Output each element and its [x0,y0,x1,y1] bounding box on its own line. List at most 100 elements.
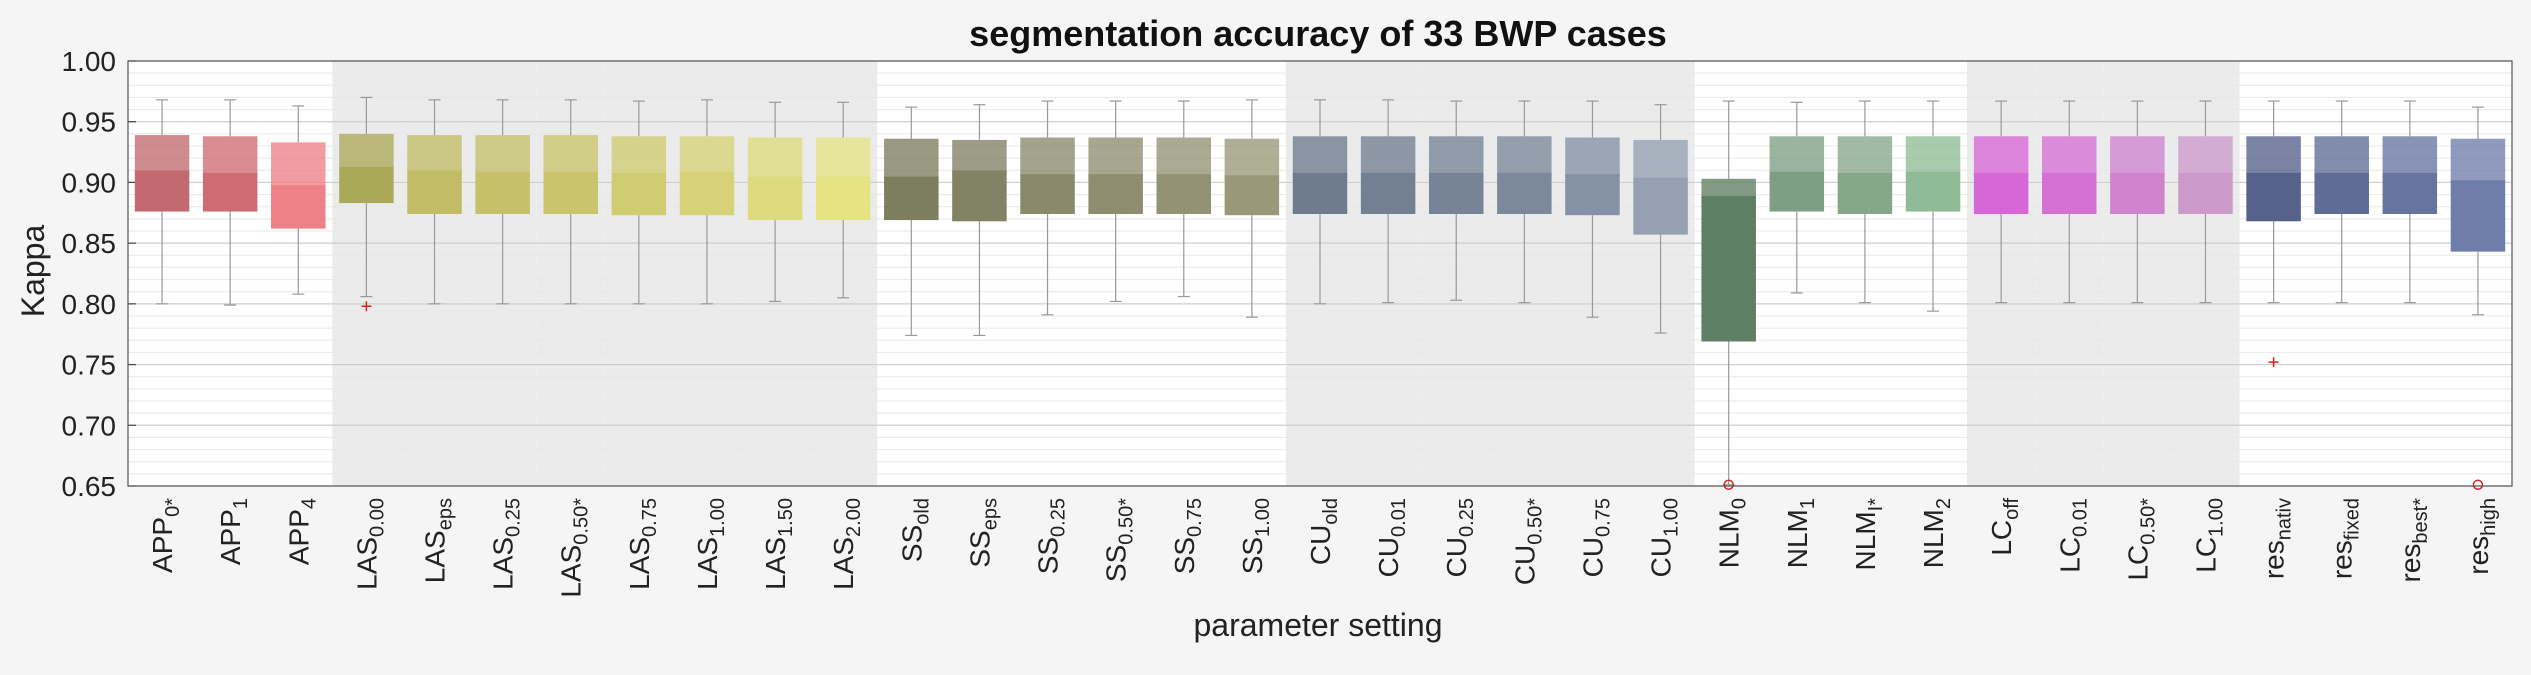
box-upper-half [1905,136,1961,173]
x-tick-label: resnativ [2259,498,2296,579]
y-tick-label: 0.70 [62,410,117,441]
y-tick-label: 0.85 [62,228,117,259]
x-tick-label: SS0.25 [1033,498,1070,574]
box-upper-half [2042,136,2097,174]
box-lower-half [475,172,530,214]
box-lower-half [1292,173,1348,214]
x-tick-label: CU0.50* [1509,498,1546,585]
box-lower-half [1360,173,1416,214]
box-lower-half [1905,172,1961,212]
box-lower-half [1565,175,1620,216]
x-tick-label: LC0.50* [2122,498,2159,581]
x-tick-label: CU0.25 [1441,498,1478,577]
box-upper-half [543,135,598,173]
x-tick-label: LAS0.25 [488,498,525,590]
box-lower-half [611,173,667,216]
box-lower-half [1088,175,1143,214]
x-tick-label: NLMI* [1850,498,1887,571]
box-lower-half [2450,181,2506,252]
box-upper-half [952,139,1007,172]
x-tick-label: LCoff [1986,498,2023,556]
box-lower-half [2314,173,2369,214]
box-upper-half [1360,136,1416,174]
x-tick-label: APP4 [283,498,320,565]
x-tick-label: LAS0.50* [556,498,593,598]
box-lower-half [815,177,871,221]
box-lower-half [407,171,462,214]
x-tick-label: resbest* [2395,498,2432,583]
x-tick-label: LAS0.00 [351,498,388,590]
x-tick-label: LC1.00 [2190,498,2227,573]
box-upper-half [1701,178,1756,197]
box-upper-half [1769,136,1825,173]
y-tick-label: 0.75 [62,350,117,381]
plot-frame [127,60,2513,487]
x-tick-label: SS0.50* [1101,498,1138,582]
outlier-point [2268,357,2279,368]
x-tick-label: LC0.01 [2054,498,2091,573]
box-lower-half [952,171,1007,222]
box-upper-half [1497,136,1552,174]
box-upper-half [1633,139,1688,179]
box-upper-half [2382,136,2438,174]
box-lower-half [1701,197,1756,342]
box-upper-half [1088,137,1143,176]
x-tick-label: reshigh [2463,498,2500,575]
box-lower-half [884,177,939,221]
y-tick-label: 0.90 [62,167,117,198]
box-upper-half [2450,138,2506,182]
x-tick-label: SS0.75 [1169,498,1206,574]
box-upper-half [1020,137,1075,176]
plot-area: 1.00 0.95 0.90 0.85 0.80 0.75 0.70 0.65 APP0* APP… [62,46,2513,598]
box-lower-half [1156,175,1212,214]
box-lower-half [339,167,394,204]
x-tick-label: LAS1.50 [760,498,797,590]
y-tick-label: 0.65 [62,471,117,502]
box-upper-half [1224,138,1280,177]
box-upper-half [611,136,667,174]
x-tick-label: APP1 [215,498,252,565]
outlier-point [2472,479,2484,491]
box-lower-half [1973,173,2029,214]
box-lower-half [1769,172,1825,212]
chart-title: segmentation accuracy of 33 BWP cases [969,13,1667,54]
x-tick-label: NLM0 [1714,498,1751,568]
x-tick-label: NLM2 [1918,498,1955,568]
box-upper-half [2246,136,2301,174]
box-lower-half [1633,178,1688,235]
box-upper-half [1292,136,1348,174]
x-tick-label: CU0.01 [1373,498,1410,577]
box-lower-half [1837,173,1893,214]
box-upper-half [134,135,190,172]
x-tick-label: LASeps [420,498,457,583]
y-axis-label: Kappa [15,225,51,318]
box-upper-half [407,135,462,172]
box-lower-half [2042,173,2097,214]
x-tick-label: SS1.00 [1237,498,1274,574]
x-tick-label: CU0.75 [1577,498,1614,577]
x-tick-label: NLM1 [1782,498,1819,568]
box-upper-half [2178,136,2233,174]
box-lower-half [2246,173,2301,222]
box-upper-half [884,138,939,178]
box-upper-half [339,133,394,168]
y-tick-label: 1.00 [62,46,117,77]
box-upper-half [747,137,803,178]
box-upper-half [1428,136,1484,174]
box-upper-half [2110,136,2165,174]
box-lower-half [2382,173,2438,214]
box-upper-half [1837,136,1893,174]
y-tick-label: 0.95 [62,107,117,138]
x-tick-label: LAS2.00 [828,498,865,590]
box-lower-half [271,186,326,229]
x-tick-label: APP0* [147,498,184,573]
x-tick-label: CU1.00 [1646,498,1683,577]
x-tick-label: LAS0.75 [624,498,661,590]
box-upper-half [475,135,530,173]
box-lower-half [1497,173,1552,214]
x-tick-label: CUold [1305,498,1342,565]
x-tick-label: LAS1.00 [692,498,729,590]
x-tick-label: SSeps [964,498,1001,568]
box-upper-half [271,142,326,187]
